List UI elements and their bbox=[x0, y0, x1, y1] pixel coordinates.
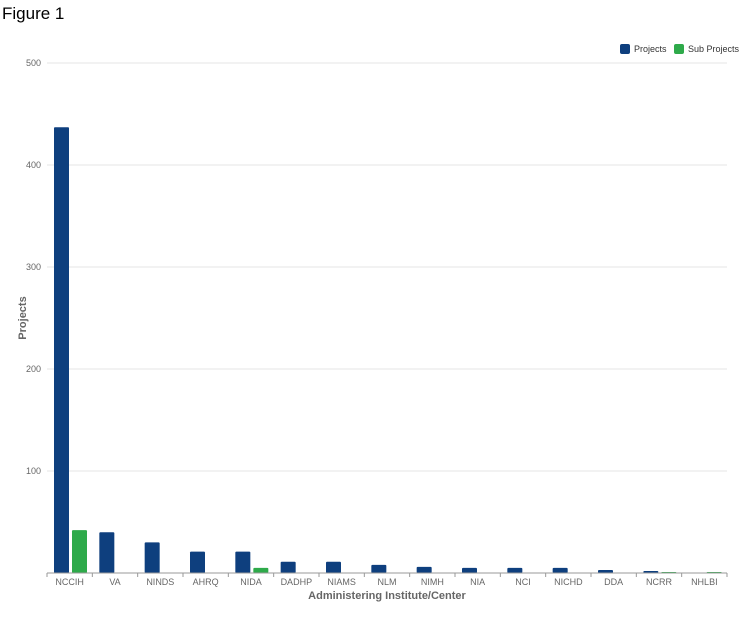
bar-projects bbox=[190, 551, 205, 573]
figure-label: Figure 1 bbox=[2, 4, 65, 23]
x-tick-label: AHRQ bbox=[193, 577, 219, 587]
legend: Projects Sub Projects bbox=[620, 44, 740, 54]
x-tick-label: NLM bbox=[377, 577, 396, 587]
y-tick-label: 500 bbox=[26, 58, 41, 68]
bar-projects bbox=[416, 566, 432, 573]
x-tick-label: NHLBI bbox=[691, 577, 718, 587]
legend-swatch bbox=[674, 44, 684, 54]
x-tick-label: DDA bbox=[604, 577, 623, 587]
grid-lines bbox=[47, 62, 727, 472]
x-tick-label: NIDA bbox=[240, 577, 262, 587]
bar-projects bbox=[507, 567, 523, 573]
bar-projects bbox=[326, 561, 341, 573]
bar-projects bbox=[462, 567, 477, 573]
bar-sub-projects bbox=[72, 530, 87, 573]
x-tick-label: VA bbox=[109, 577, 120, 587]
x-tick-label: NCCIH bbox=[55, 577, 84, 587]
bar-projects bbox=[552, 567, 568, 573]
y-tick-label: 200 bbox=[26, 364, 41, 374]
bar-projects bbox=[371, 564, 387, 573]
x-tick-label: NCI bbox=[515, 577, 531, 587]
x-tick-label: NIMH bbox=[421, 577, 444, 587]
bar-projects bbox=[235, 551, 251, 573]
x-axis-title: Administering Institute/Center bbox=[308, 590, 466, 602]
x-axis: NCCIH VA NINDS AHRQ NIDA DADHP NIAMS NLM NIMH NIA… bbox=[46, 572, 728, 587]
legend-label: Sub Projects bbox=[688, 44, 740, 54]
x-tick-label: NINDS bbox=[146, 577, 174, 587]
y-tick-label: 400 bbox=[26, 160, 41, 170]
bar-projects bbox=[643, 570, 659, 573]
y-axis-title: Projects bbox=[17, 296, 29, 339]
bars bbox=[54, 127, 722, 573]
x-tick-label: NCRR bbox=[646, 577, 672, 587]
y-tick-label: 300 bbox=[26, 262, 41, 272]
bar-projects bbox=[99, 532, 115, 573]
bar-projects bbox=[280, 561, 296, 573]
x-tick-label: DADHP bbox=[281, 577, 313, 587]
bar-sub-projects bbox=[253, 567, 269, 573]
bar-projects bbox=[144, 542, 160, 573]
y-tick-label: 100 bbox=[26, 466, 41, 476]
x-tick-label: NIA bbox=[470, 577, 485, 587]
bar-projects bbox=[598, 569, 613, 573]
y-axis-ticks: 100 200 300 400 500 bbox=[26, 58, 41, 476]
bar-projects bbox=[54, 127, 69, 573]
x-tick-label: NICHD bbox=[554, 577, 583, 587]
x-tick-label: NIAMS bbox=[327, 577, 356, 587]
legend-label: Projects bbox=[634, 44, 667, 54]
legend-swatch bbox=[620, 44, 630, 54]
